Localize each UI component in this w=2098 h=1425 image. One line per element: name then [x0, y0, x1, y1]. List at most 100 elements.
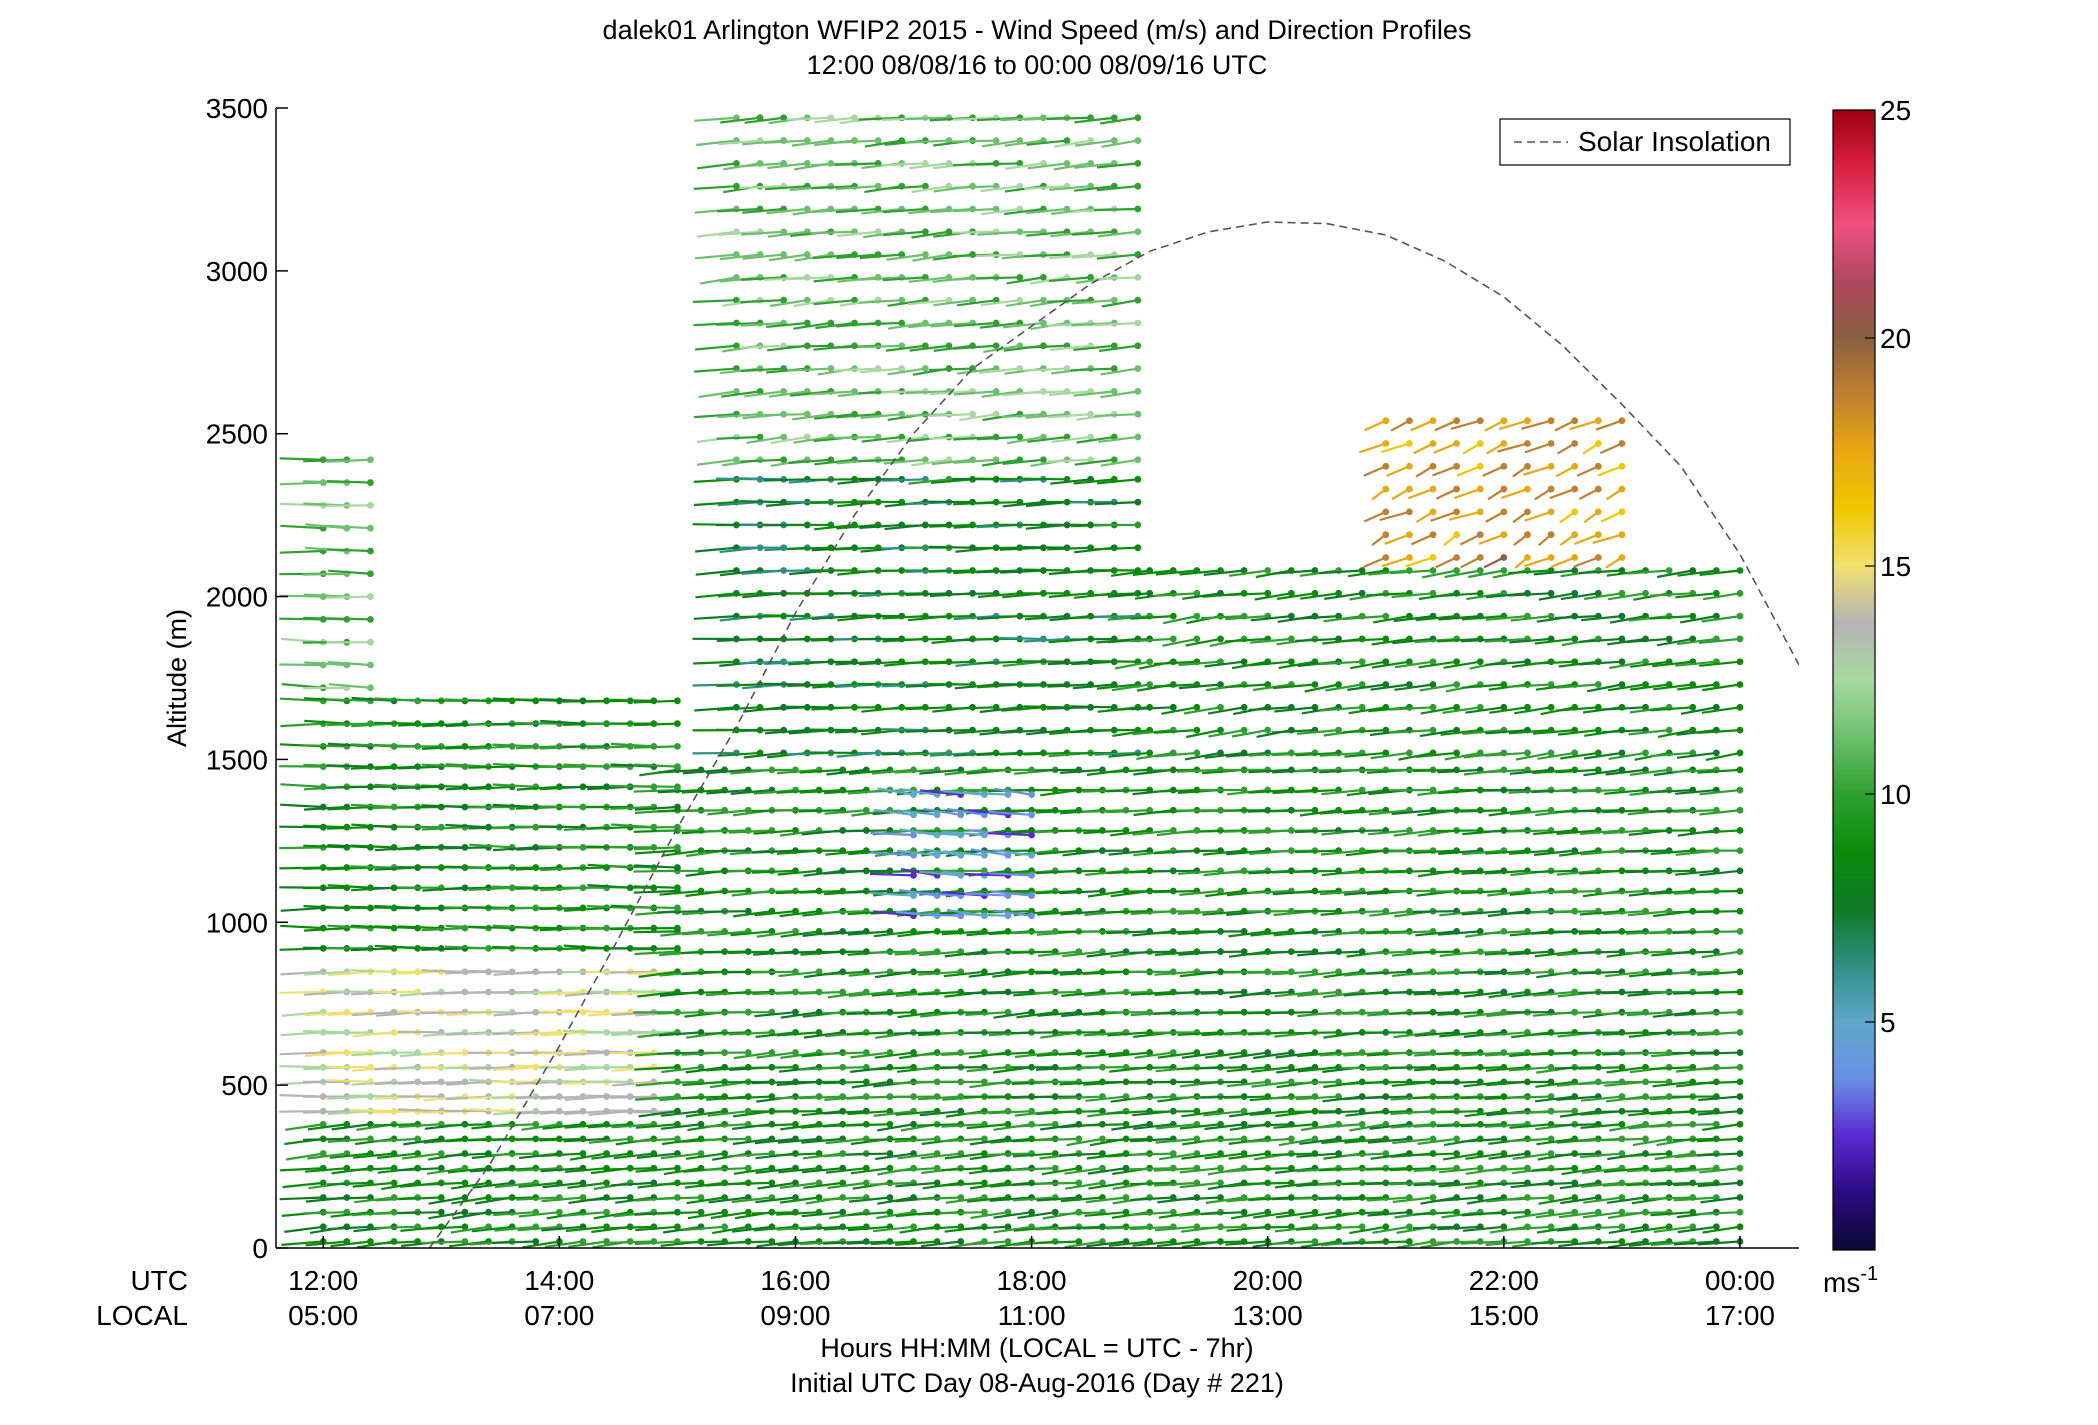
- wind-barb-shaft: [540, 1167, 584, 1173]
- wind-barb-shaft: [1105, 788, 1150, 793]
- wind-barb-shaft: [1650, 849, 1693, 855]
- wind-barb-shaft: [928, 729, 973, 733]
- wind-barb-shaft: [846, 1123, 890, 1127]
- wind-barb-shaft: [1048, 253, 1091, 260]
- wind-barb-shaft: [1628, 1110, 1670, 1117]
- wind-barb-dot: [744, 1107, 752, 1115]
- wind-barb-shaft: [305, 1167, 347, 1173]
- wind-barb-shaft: [634, 805, 678, 811]
- wind-barb-dot: [1736, 1078, 1744, 1086]
- wind-barb-shaft: [1507, 1137, 1552, 1143]
- wind-barb-shaft: [1296, 1051, 1339, 1058]
- wind-barb-shaft: [1484, 970, 1528, 976]
- wind-barb-shaft: [397, 1211, 442, 1215]
- wind-barb-shaft: [493, 846, 536, 852]
- wind-barb-shaft: [1072, 683, 1115, 690]
- wind-barb-shaft: [634, 1095, 678, 1101]
- wind-barb-dot: [1571, 1107, 1579, 1115]
- wind-barb-shaft: [657, 1211, 702, 1215]
- wind-barb-dot: [792, 1008, 799, 1016]
- wind-barb-shaft: [882, 615, 926, 620]
- wind-barb-dot: [910, 1049, 917, 1056]
- wind-barb-shaft: [941, 1123, 985, 1128]
- wind-barb-dot: [1736, 786, 1744, 794]
- wind-barb-shaft: [1204, 1123, 1245, 1131]
- wind-barb-shaft: [472, 1181, 513, 1189]
- wind-barb-shaft: [593, 1211, 631, 1220]
- wind-barb-dot: [1736, 867, 1744, 875]
- wind-barb-shaft: [704, 829, 749, 833]
- wind-barb-shaft: [279, 481, 324, 486]
- wind-barb-shaft: [1035, 1240, 1079, 1245]
- wind-barb-shaft: [609, 1167, 654, 1171]
- wind-barb-shaft: [1273, 683, 1316, 690]
- wind-barb-shaft: [846, 1152, 890, 1156]
- wind-barb-dot: [1193, 703, 1201, 711]
- wind-barb-shaft: [1389, 869, 1434, 874]
- wind-barb-shaft: [1558, 1211, 1599, 1219]
- wind-barb-shaft: [421, 1240, 465, 1245]
- wind-barb-shaft: [1272, 569, 1316, 575]
- wind-barb-shaft: [1318, 1110, 1363, 1114]
- wind-barb-shaft: [1319, 706, 1363, 712]
- wind-barb-dot: [603, 1238, 610, 1245]
- wind-barb-shaft: [698, 390, 737, 399]
- wind-barb-shaft: [775, 1152, 820, 1157]
- wind-barb-shaft: [1071, 230, 1115, 236]
- wind-barb-shaft: [894, 1167, 938, 1172]
- wind-barb-shaft: [801, 1167, 843, 1174]
- wind-barb-shaft: [1437, 1011, 1481, 1016]
- wind-barb-shaft: [859, 523, 902, 529]
- wind-barb-shaft: [398, 1123, 442, 1128]
- wind-barb-shaft: [492, 743, 536, 748]
- wind-barb-shaft: [1485, 729, 1528, 735]
- wind-barb-dot: [674, 843, 681, 851]
- wind-barb-dot: [603, 1208, 610, 1216]
- wind-barb-shaft: [326, 764, 371, 768]
- wind-barb-shaft: [1050, 478, 1091, 485]
- wind-barb-shaft: [1070, 705, 1115, 709]
- wind-barb-dot: [1500, 703, 1508, 711]
- wind-barb-shaft: [515, 722, 560, 725]
- wind-barb-dot: [1736, 1093, 1744, 1100]
- wind-barb-dot: [367, 570, 374, 578]
- wind-barb-shaft: [704, 1167, 749, 1171]
- wind-barb-shaft: [1228, 569, 1268, 577]
- wind-barb-dot: [674, 763, 681, 770]
- wind-barb-dot: [1736, 1179, 1744, 1187]
- wind-barb-dot: [1736, 1208, 1744, 1216]
- wind-barb-shaft: [1110, 569, 1150, 577]
- wind-barb-shaft: [968, 1167, 1009, 1175]
- wind-barb-shaft: [304, 805, 347, 811]
- wind-barb-shaft: [1630, 1225, 1670, 1234]
- wind-barb-shaft: [1485, 1031, 1528, 1037]
- wind-barb-shaft: [1204, 1152, 1245, 1160]
- wind-barb-shaft: [373, 721, 418, 725]
- wind-barb-shaft: [1182, 592, 1221, 600]
- wind-barb-shaft: [929, 435, 973, 440]
- wind-barb-shaft: [1228, 950, 1268, 958]
- wind-barb-shaft: [515, 745, 560, 750]
- wind-barb-shaft: [1461, 1137, 1504, 1143]
- wind-barb-shaft: [1602, 1011, 1646, 1016]
- wind-barb-shaft: [919, 1110, 961, 1117]
- wind-barb-dot: [674, 803, 681, 811]
- wind-barb-dot: [1736, 1008, 1744, 1016]
- wind-barb-dot: [1429, 827, 1437, 834]
- wind-barb-shaft: [1508, 569, 1552, 575]
- wind-barb-shaft: [376, 1011, 418, 1017]
- wind-barb-shaft: [1207, 706, 1245, 715]
- wind-barb-shaft: [1672, 1123, 1717, 1127]
- wind-barb-shaft: [1093, 615, 1138, 619]
- wind-barb-shaft: [659, 889, 702, 896]
- wind-barb-shaft: [1070, 637, 1115, 641]
- wind-barb-dot: [1453, 567, 1461, 574]
- wind-barb-shaft: [326, 990, 371, 994]
- wind-barb-shaft: [1161, 706, 1198, 715]
- wind-barb-dot: [1524, 1150, 1531, 1157]
- wind-barb-dot: [780, 296, 788, 304]
- wind-barb-shaft: [953, 458, 997, 464]
- wind-barb-dot: [756, 433, 764, 441]
- wind-barb-shaft: [1083, 829, 1127, 835]
- wind-barb-dot: [1335, 681, 1342, 688]
